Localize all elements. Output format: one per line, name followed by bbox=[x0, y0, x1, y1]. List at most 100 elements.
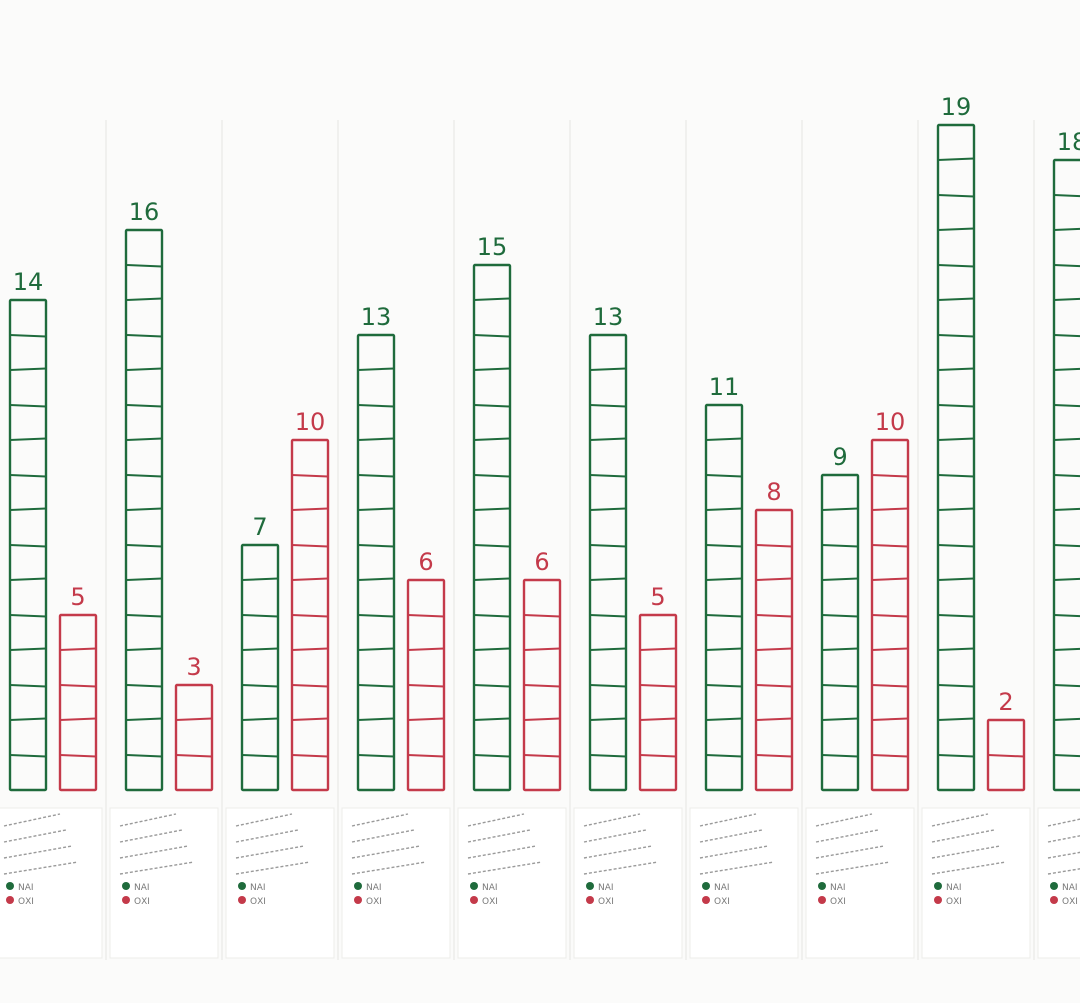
no-cell-divider bbox=[523, 614, 561, 618]
yes-cell-divider bbox=[1053, 194, 1080, 198]
yes-cell-divider bbox=[821, 717, 859, 721]
yes-cell-divider bbox=[589, 614, 627, 618]
legend-no-label: ΟΧΙ bbox=[598, 897, 614, 907]
yes-cell-divider bbox=[125, 334, 163, 338]
yes-cell-divider bbox=[473, 404, 511, 408]
yes-cell-divider bbox=[9, 577, 47, 581]
category-handwriting bbox=[3, 829, 67, 843]
legend-no-label: ΟΧΙ bbox=[134, 897, 150, 907]
no-cell-divider bbox=[755, 684, 793, 688]
yes-cell-divider bbox=[357, 367, 395, 371]
no-cell-divider bbox=[175, 717, 213, 721]
yes-cell-divider bbox=[9, 367, 47, 371]
yes-cell-divider bbox=[9, 614, 47, 618]
yes-value-label: 13 bbox=[361, 303, 392, 331]
category-handwriting bbox=[351, 861, 427, 875]
yes-cell-divider bbox=[125, 717, 163, 721]
yes-cell-divider bbox=[821, 577, 859, 581]
no-cell-divider bbox=[407, 684, 445, 688]
no-cell-divider bbox=[291, 647, 329, 651]
yes-cell-divider bbox=[705, 614, 743, 618]
category-handwriting bbox=[235, 813, 293, 827]
no-cell-divider bbox=[871, 684, 909, 688]
legend-yes-label: ΝΑΙ bbox=[250, 883, 266, 893]
yes-cell-divider bbox=[589, 544, 627, 548]
yes-cell-divider bbox=[473, 334, 511, 338]
no-value-label: 10 bbox=[295, 408, 326, 436]
yes-cell-divider bbox=[241, 754, 279, 758]
yes-cell-divider bbox=[937, 474, 975, 478]
yes-cell-divider bbox=[937, 684, 975, 688]
category-handwriting bbox=[467, 829, 531, 843]
no-cell-divider bbox=[407, 647, 445, 651]
category-handwriting bbox=[119, 829, 183, 843]
yes-cell-divider bbox=[1053, 367, 1080, 371]
yes-cell-divider bbox=[1053, 717, 1080, 721]
yes-cell-divider bbox=[125, 647, 163, 651]
yes-cell-divider bbox=[357, 717, 395, 721]
yes-cell-divider bbox=[473, 577, 511, 581]
no-cell-divider bbox=[871, 614, 909, 618]
yes-cell-divider bbox=[125, 404, 163, 408]
category-handwriting bbox=[699, 829, 763, 843]
no-cell-divider bbox=[291, 754, 329, 758]
yes-cell-divider bbox=[1053, 297, 1080, 301]
no-cell-divider bbox=[755, 544, 793, 548]
yes-cell-divider bbox=[1053, 264, 1080, 268]
legend-yes-dot bbox=[6, 882, 14, 890]
no-cell-divider bbox=[291, 614, 329, 618]
legend-no-dot bbox=[586, 896, 594, 904]
no-cell-divider bbox=[407, 717, 445, 721]
yes-cell-divider bbox=[1053, 647, 1080, 651]
category-handwriting bbox=[3, 845, 73, 859]
yes-cell-divider bbox=[589, 404, 627, 408]
no-value-label: 10 bbox=[875, 408, 906, 436]
yes-value-label: 19 bbox=[941, 93, 972, 121]
category-handwriting bbox=[931, 813, 989, 827]
yes-cell-divider bbox=[705, 684, 743, 688]
yes-cell-divider bbox=[821, 544, 859, 548]
yes-cell-divider bbox=[589, 647, 627, 651]
yes-cell-divider bbox=[357, 474, 395, 478]
yes-cell-divider bbox=[125, 544, 163, 548]
yes-bar bbox=[820, 473, 860, 792]
category-handwriting bbox=[1047, 835, 1080, 843]
label-card bbox=[1037, 807, 1080, 959]
yes-cell-divider bbox=[473, 544, 511, 548]
category-handwriting bbox=[467, 813, 525, 827]
category-handwriting bbox=[235, 861, 311, 875]
no-cell-divider bbox=[291, 474, 329, 478]
legend-yes-dot bbox=[354, 882, 362, 890]
no-cell-divider bbox=[871, 544, 909, 548]
yes-cell-divider bbox=[125, 684, 163, 688]
yes-cell-divider bbox=[473, 437, 511, 441]
yes-cell-divider bbox=[937, 647, 975, 651]
no-cell-divider bbox=[755, 614, 793, 618]
yes-cell-divider bbox=[589, 577, 627, 581]
yes-cell-divider bbox=[473, 647, 511, 651]
category-handwriting bbox=[351, 829, 415, 843]
category-handwriting bbox=[699, 813, 757, 827]
yes-cell-divider bbox=[821, 647, 859, 651]
category-handwriting bbox=[931, 829, 995, 843]
legend-no-dot bbox=[934, 896, 942, 904]
yes-cell-divider bbox=[705, 647, 743, 651]
yes-value-label: 14 bbox=[13, 268, 44, 296]
yes-cell-divider bbox=[1053, 754, 1080, 758]
yes-cell-divider bbox=[1053, 474, 1080, 478]
yes-cell-divider bbox=[821, 507, 859, 511]
no-cell-divider bbox=[291, 577, 329, 581]
no-cell-divider bbox=[871, 717, 909, 721]
yes-cell-divider bbox=[937, 157, 975, 161]
yes-cell-divider bbox=[705, 474, 743, 478]
category-handwriting bbox=[931, 845, 1001, 859]
yes-cell-divider bbox=[937, 194, 975, 198]
legend-no-label: ΟΧΙ bbox=[18, 897, 34, 907]
yes-cell-divider bbox=[357, 404, 395, 408]
no-cell-divider bbox=[639, 647, 677, 651]
yes-cell-divider bbox=[473, 367, 511, 371]
yes-cell-divider bbox=[357, 507, 395, 511]
legend-no-dot bbox=[818, 896, 826, 904]
yes-cell-divider bbox=[1053, 507, 1080, 511]
category-handwriting bbox=[467, 861, 543, 875]
